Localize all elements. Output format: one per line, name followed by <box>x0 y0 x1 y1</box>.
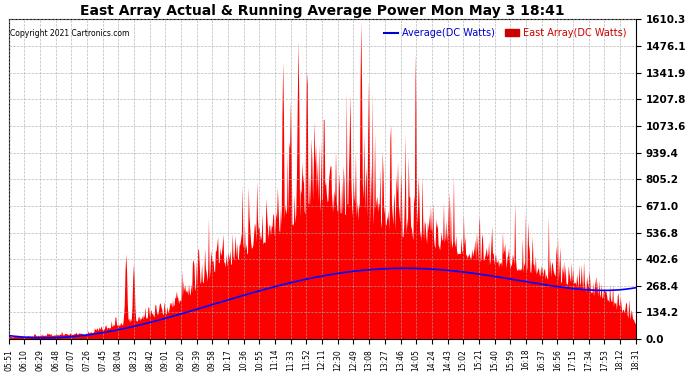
Title: East Array Actual & Running Average Power Mon May 3 18:41: East Array Actual & Running Average Powe… <box>80 4 564 18</box>
Text: Copyright 2021 Cartronics.com: Copyright 2021 Cartronics.com <box>10 29 129 38</box>
Legend: Average(DC Watts), East Array(DC Watts): Average(DC Watts), East Array(DC Watts) <box>380 24 631 42</box>
